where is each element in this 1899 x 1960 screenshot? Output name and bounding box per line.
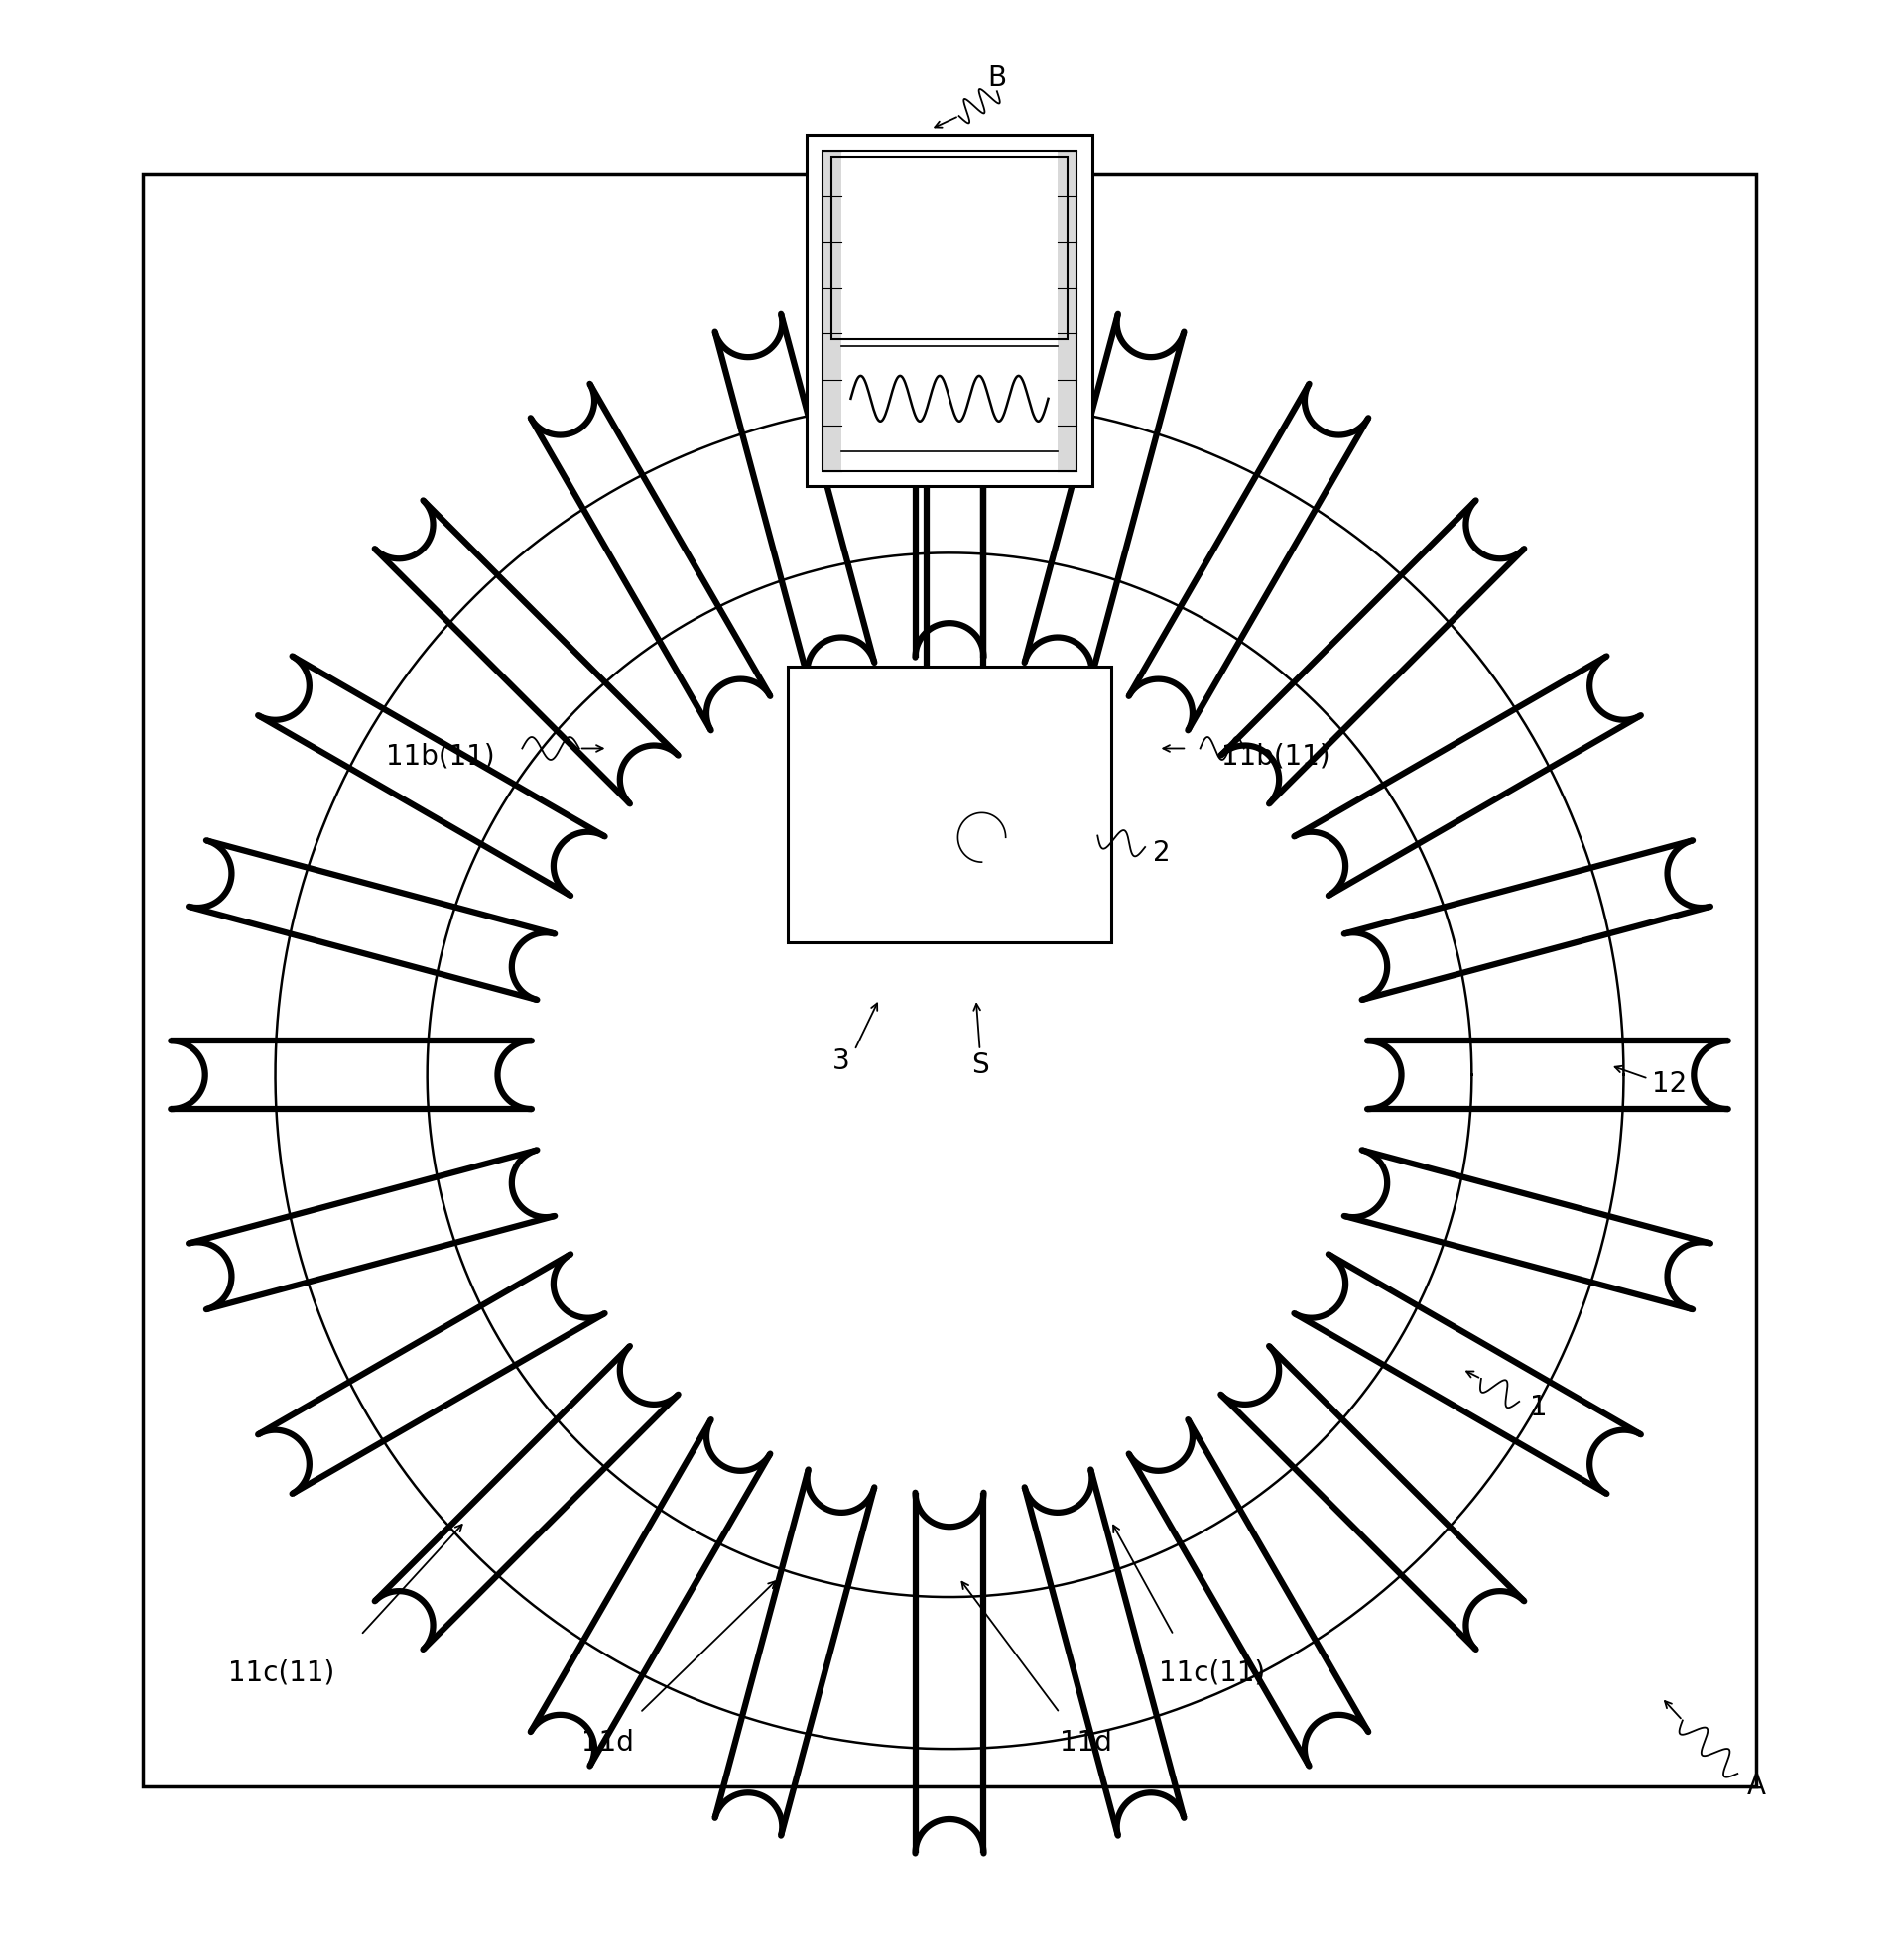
- Bar: [788, 666, 1111, 943]
- Bar: [142, 172, 1757, 1788]
- Text: 11c(11): 11c(11): [228, 1658, 334, 1688]
- Text: 11d: 11d: [581, 1729, 634, 1756]
- Text: 11c(11): 11c(11): [1158, 1658, 1265, 1688]
- Bar: [807, 135, 1092, 486]
- Bar: [832, 157, 1067, 339]
- Text: B: B: [987, 65, 1006, 92]
- Text: S: S: [970, 1053, 989, 1080]
- Text: 11b(11): 11b(11): [385, 743, 496, 770]
- Bar: [822, 151, 841, 470]
- Text: 3: 3: [832, 1049, 851, 1076]
- Text: 1: 1: [1529, 1394, 1548, 1421]
- Text: 11a(11): 11a(11): [896, 229, 1003, 257]
- Bar: [822, 151, 1077, 470]
- Text: 2: 2: [1153, 839, 1170, 866]
- Text: 12: 12: [1652, 1070, 1686, 1098]
- Text: A: A: [1747, 1774, 1766, 1801]
- Text: 11b(11): 11b(11): [1221, 743, 1331, 770]
- Bar: [1058, 151, 1077, 470]
- Text: 11d: 11d: [1060, 1729, 1113, 1756]
